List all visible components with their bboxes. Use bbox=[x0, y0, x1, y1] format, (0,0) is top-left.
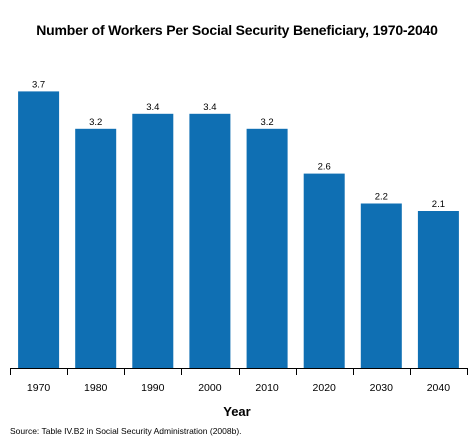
data-label-1990: 3.4 bbox=[146, 102, 159, 113]
bar-2000 bbox=[189, 113, 231, 368]
data-label-2030: 2.2 bbox=[375, 192, 388, 203]
x-axis: 1970 1980 1990 2000 2010 2020 2030 2040 bbox=[10, 368, 468, 394]
x-tick-label-1990: 1990 bbox=[141, 382, 165, 394]
data-label-2040: 2.1 bbox=[432, 199, 445, 210]
x-tick-label-2040: 2040 bbox=[427, 382, 451, 394]
bar-1970 bbox=[18, 91, 60, 369]
bar-2040 bbox=[417, 211, 459, 368]
x-tick-label-2020: 2020 bbox=[313, 382, 337, 394]
x-tick-label-2030: 2030 bbox=[370, 382, 394, 394]
x-tick-label-2010: 2010 bbox=[255, 382, 279, 394]
data-label-2020: 2.6 bbox=[318, 162, 331, 173]
bar-2030 bbox=[360, 203, 402, 368]
bar-2020 bbox=[303, 173, 345, 368]
bar-1980 bbox=[75, 128, 117, 368]
bars-layer bbox=[18, 91, 459, 369]
chart-title: Number of Workers Per Social Security Be… bbox=[36, 22, 438, 38]
data-labels-layer: 3.7 3.2 3.4 3.4 3.2 2.6 2.2 2.1 bbox=[32, 79, 445, 210]
data-label-1980: 3.2 bbox=[89, 117, 102, 128]
x-tick-label-2000: 2000 bbox=[198, 382, 222, 394]
x-tick-label-1970: 1970 bbox=[27, 382, 51, 394]
data-label-2010: 3.2 bbox=[260, 117, 273, 128]
x-axis-title: Year bbox=[223, 404, 251, 419]
data-label-2000: 3.4 bbox=[203, 102, 216, 113]
source-note: Source: Table IV.B2 in Social Security A… bbox=[10, 426, 242, 436]
bar-1990 bbox=[132, 113, 174, 368]
data-label-1970: 3.7 bbox=[32, 79, 45, 90]
x-tick-label-1980: 1980 bbox=[84, 382, 108, 394]
bar-2010 bbox=[246, 128, 288, 368]
